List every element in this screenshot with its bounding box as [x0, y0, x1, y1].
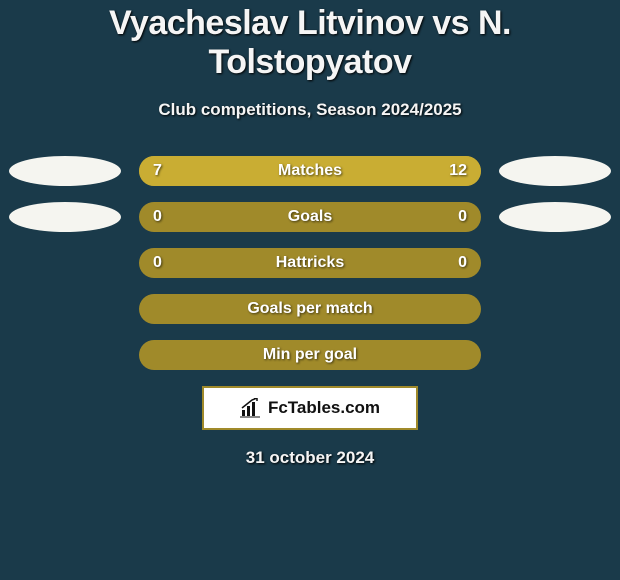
stats-section: 712Matches 00Goals 00Hattricks Goals per ma… [0, 156, 620, 370]
stat-bar: Goals per match [139, 294, 481, 324]
comparison-infographic: Vyacheslav Litvinov vs N. Tolstopyatov C… [0, 0, 620, 468]
stat-row: Min per goal [0, 340, 620, 370]
date-text: 31 october 2024 [0, 448, 620, 468]
fctables-badge: FcTables.com [202, 386, 418, 430]
badge-text: FcTables.com [268, 398, 380, 418]
right-ellipse [499, 202, 611, 232]
stat-label: Goals per match [139, 300, 481, 318]
stat-row: 712Matches [0, 156, 620, 186]
left-ellipse [9, 156, 121, 186]
stat-label: Matches [139, 162, 481, 180]
page-subtitle: Club competitions, Season 2024/2025 [0, 100, 620, 120]
stat-label: Goals [139, 208, 481, 226]
chart-icon [240, 398, 264, 418]
right-ellipse [499, 156, 611, 186]
stat-bar: 00Hattricks [139, 248, 481, 278]
stat-label: Min per goal [139, 346, 481, 364]
left-ellipse [9, 202, 121, 232]
stat-bar: 712Matches [139, 156, 481, 186]
stat-bar: Min per goal [139, 340, 481, 370]
page-title: Vyacheslav Litvinov vs N. Tolstopyatov [0, 4, 620, 82]
stat-label: Hattricks [139, 254, 481, 272]
stat-row: Goals per match [0, 294, 620, 324]
stat-row: 00Hattricks [0, 248, 620, 278]
stat-row: 00Goals [0, 202, 620, 232]
stat-bar: 00Goals [139, 202, 481, 232]
